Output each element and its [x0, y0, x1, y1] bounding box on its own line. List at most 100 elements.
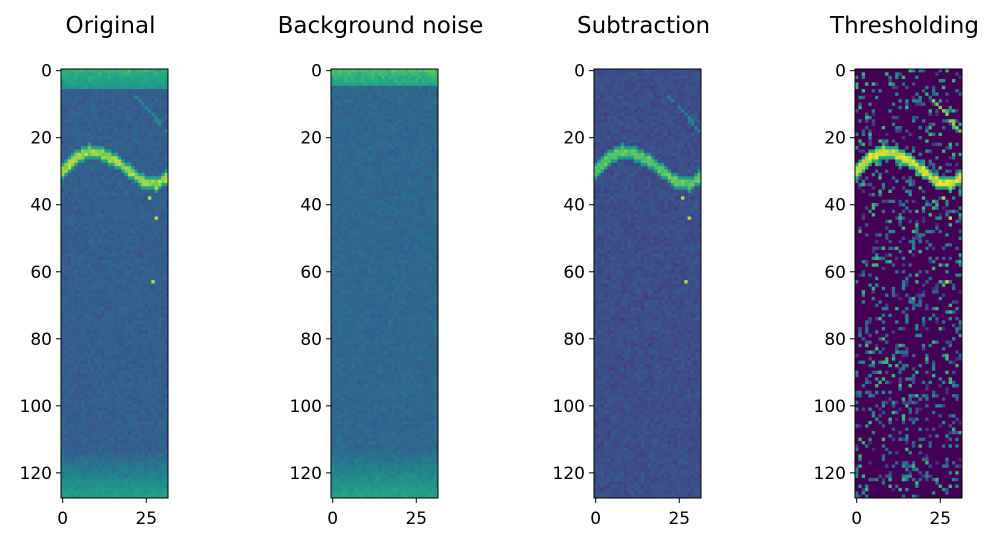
heatmap-cell — [121, 320, 125, 325]
heatmap-cell — [84, 270, 89, 274]
heatmap-cell — [401, 136, 405, 140]
heatmap-cell — [144, 146, 149, 150]
heatmap-cell — [384, 72, 389, 77]
heatmap-cell — [117, 474, 122, 479]
heatmap-cell — [114, 283, 119, 288]
heatmap-cell — [131, 293, 135, 298]
heatmap-cell — [131, 280, 135, 284]
heatmap-cell — [91, 193, 95, 197]
heatmap-cell — [127, 82, 132, 87]
heatmap-cell — [397, 125, 402, 130]
heatmap-cell — [117, 464, 122, 469]
heatmap-cell — [111, 129, 115, 134]
heatmap-cell — [107, 330, 112, 335]
heatmap-cell — [364, 119, 369, 124]
heatmap-cell — [111, 260, 115, 264]
heatmap-cell — [407, 152, 412, 157]
heatmap-cell — [357, 89, 362, 93]
heatmap-cell — [77, 330, 82, 335]
heatmap-cell — [111, 119, 115, 124]
heatmap-cell — [101, 186, 105, 191]
heatmap-cell — [147, 89, 152, 93]
heatmap-cell — [64, 159, 69, 164]
heatmap-cell — [84, 320, 89, 325]
heatmap-cell — [131, 317, 135, 321]
heatmap-cell — [384, 152, 389, 157]
heatmap-cell — [154, 414, 159, 418]
heatmap-cell — [104, 256, 109, 261]
heatmap-cell — [151, 263, 156, 268]
heatmap-cell — [377, 129, 382, 134]
heatmap-cell — [164, 370, 169, 375]
heatmap-cell — [344, 89, 349, 93]
heatmap-cell — [164, 487, 169, 492]
heatmap-cell — [137, 437, 142, 442]
heatmap-cell — [107, 484, 112, 489]
heatmap-cell — [164, 249, 169, 254]
heatmap-cell — [144, 444, 149, 449]
heatmap-cell — [404, 156, 409, 160]
heatmap-cell — [374, 139, 379, 144]
heatmap-cell — [421, 82, 426, 87]
heatmap-cell — [154, 179, 159, 184]
heatmap-cell — [164, 273, 169, 278]
heatmap-cell — [114, 457, 119, 462]
heatmap-cell — [404, 149, 409, 154]
heatmap-cell — [137, 283, 142, 288]
heatmap-cell — [351, 95, 355, 100]
heatmap-cell — [71, 266, 75, 271]
heatmap-cell — [87, 109, 92, 113]
heatmap-cell — [137, 125, 142, 130]
heatmap-cell — [147, 142, 152, 147]
heatmap-cell — [334, 105, 339, 110]
heatmap-cell — [394, 149, 399, 154]
heatmap-cell — [104, 206, 109, 211]
heatmap-cell — [164, 333, 169, 338]
heatmap-cell — [87, 370, 92, 375]
heatmap-cell — [124, 306, 129, 311]
heatmap-cell — [87, 380, 92, 385]
heatmap-cell — [67, 75, 72, 80]
heatmap-cell — [147, 451, 152, 455]
heatmap-cell — [107, 434, 112, 439]
heatmap-cell — [144, 434, 149, 439]
heatmap-cell — [134, 477, 139, 482]
heatmap-cell — [364, 152, 369, 157]
heatmap-cell — [84, 400, 89, 405]
heatmap-cell — [124, 410, 129, 415]
heatmap-cell — [94, 441, 99, 445]
heatmap-cell — [61, 390, 65, 395]
heatmap-cell — [137, 149, 142, 154]
heatmap-cell — [104, 132, 109, 137]
heatmap-cell — [104, 377, 109, 382]
heatmap-cell — [101, 139, 105, 144]
heatmap-cell — [107, 69, 112, 73]
heatmap-cell — [87, 162, 92, 167]
heatmap-cell — [61, 102, 65, 107]
heatmap-cell — [94, 494, 99, 499]
heatmap-cell — [137, 300, 142, 305]
heatmap-cell — [131, 85, 135, 90]
heatmap-cell — [137, 444, 142, 449]
heatmap-cell — [157, 487, 162, 492]
heatmap-cell — [131, 464, 135, 469]
heatmap-cell — [354, 105, 359, 110]
heatmap-cell — [387, 109, 392, 113]
heatmap-cell — [111, 286, 115, 291]
heatmap-cell — [157, 467, 162, 472]
heatmap-cell — [67, 226, 72, 231]
heatmap-cell — [91, 420, 95, 425]
heatmap-cell — [364, 92, 369, 97]
heatmap-cell — [367, 102, 372, 107]
heatmap-cell — [164, 293, 169, 298]
heatmap-cell — [134, 400, 139, 405]
heatmap-cell — [331, 95, 335, 100]
heatmap-cell — [164, 149, 169, 154]
heatmap-cell — [144, 367, 149, 372]
heatmap-cell — [154, 454, 159, 459]
heatmap-cell — [134, 414, 139, 418]
heatmap-cell — [127, 320, 132, 325]
heatmap-cell — [114, 303, 119, 308]
heatmap-cell — [411, 105, 415, 110]
heatmap-cell — [107, 437, 112, 442]
